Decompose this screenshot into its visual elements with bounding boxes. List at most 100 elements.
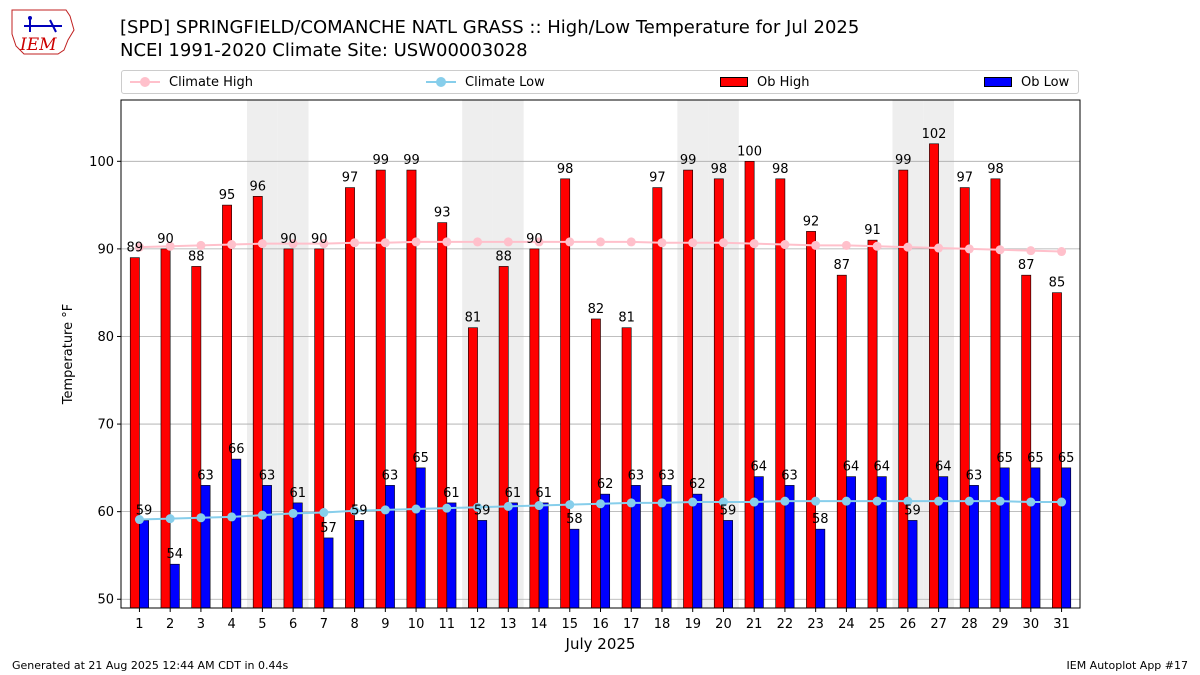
ob-high-bar	[283, 248, 294, 609]
climate-high-point	[503, 237, 513, 247]
legend-label-ob-low: Ob Low	[1021, 74, 1070, 90]
ob-low-bar	[354, 520, 365, 609]
ob-low-bar	[446, 502, 457, 609]
y-tick-label: 100	[89, 155, 114, 170]
ob-low-data-label: 65	[1027, 451, 1044, 466]
x-tick-label: 4	[228, 617, 236, 632]
climate-low-point	[995, 496, 1005, 506]
ob-high-data-label: 87	[1018, 258, 1035, 273]
y-tick-label: 90	[97, 242, 114, 257]
chart-title: [SPD] SPRINGFIELD/COMANCHE NATL GRASS ::…	[120, 17, 860, 38]
climate-high-point	[473, 237, 483, 247]
climate-low-point	[134, 515, 144, 525]
climate-high-point	[165, 241, 175, 251]
ob-low-data-label: 63	[259, 468, 276, 483]
ob-low-data-label: 63	[781, 468, 798, 483]
ob-high-bar	[836, 274, 847, 609]
climate-low-point	[350, 506, 360, 516]
climate-low-point	[657, 498, 667, 508]
y-tick-label: 60	[97, 505, 114, 520]
legend-swatch-ob-low	[984, 77, 1012, 87]
ob-high-bar	[898, 169, 909, 609]
climate-low-point	[626, 498, 636, 508]
ob-low-bar	[876, 476, 887, 609]
ob-high-bar	[252, 196, 263, 609]
x-tick-label: 17	[623, 617, 640, 632]
climate-low-point	[841, 496, 851, 506]
x-tick-label: 5	[258, 617, 266, 632]
ob-high-data-label: 93	[434, 206, 451, 221]
ob-high-data-label: 90	[311, 232, 328, 247]
svg-text:IEM: IEM	[19, 35, 57, 55]
ob-high-data-label: 99	[680, 153, 697, 168]
ob-low-bar	[600, 493, 611, 609]
climate-high-point	[964, 244, 974, 254]
climate-low-point	[596, 499, 605, 509]
ob-low-bar	[815, 528, 826, 609]
climate-low-point	[442, 503, 452, 513]
ob-high-bar	[529, 248, 540, 609]
ob-high-data-label: 96	[250, 179, 267, 194]
ob-high-data-label: 99	[372, 153, 389, 168]
y-tick-label: 70	[97, 418, 114, 433]
ob-high-bar	[314, 248, 325, 609]
ob-high-data-label: 97	[649, 171, 666, 186]
x-tick-label: 21	[746, 617, 763, 632]
ob-low-data-label: 65	[1058, 451, 1075, 466]
generated-timestamp: Generated at 21 Aug 2025 12:44 AM CDT in…	[12, 659, 289, 672]
climate-high-point	[227, 240, 237, 250]
climate-high-point	[380, 238, 390, 248]
ob-low-bar	[169, 563, 180, 609]
climate-low-point	[380, 505, 390, 515]
ob-high-data-label: 91	[864, 223, 881, 238]
climate-high-point	[688, 238, 698, 248]
ob-low-bar	[139, 520, 149, 609]
x-tick-label: 29	[992, 617, 1009, 632]
x-tick-label: 3	[197, 617, 205, 632]
ob-low-bar	[262, 485, 272, 609]
ob-low-bar	[1061, 467, 1072, 609]
ob-high-data-label: 90	[526, 232, 543, 247]
ob-high-data-label: 82	[588, 302, 605, 317]
ob-low-data-label: 61	[289, 486, 306, 501]
x-tick-label: 28	[961, 617, 978, 632]
climate-low-point	[964, 496, 974, 506]
ob-high-data-label: 92	[803, 214, 820, 229]
x-axis-label: July 2025	[565, 635, 636, 653]
x-tick-label: 22	[777, 617, 794, 632]
legend-label-climate-high: Climate High	[169, 74, 254, 90]
ob-high-data-label: 88	[495, 249, 512, 264]
ob-high-bar	[375, 169, 386, 609]
ob-high-data-label: 98	[557, 162, 574, 177]
ob-low-data-label: 63	[658, 468, 675, 483]
ob-low-data-label: 64	[873, 460, 890, 475]
x-tick-label: 10	[408, 617, 425, 632]
climate-high-point	[626, 237, 636, 247]
climate-low-point	[411, 504, 421, 514]
x-tick-label: 26	[900, 617, 917, 632]
ob-high-bar	[406, 169, 417, 609]
climate-high-point	[411, 237, 421, 247]
ob-high-bar	[652, 187, 663, 609]
climate-low-point	[227, 512, 237, 522]
ob-low-bar	[231, 458, 242, 609]
ob-low-bar	[477, 520, 488, 609]
ob-low-bar	[846, 476, 856, 609]
climate-low-point	[473, 502, 483, 512]
climate-low-point	[780, 496, 790, 506]
climate-high-point	[196, 240, 206, 250]
ob-low-data-label: 65	[996, 451, 1013, 466]
ob-high-bar	[590, 318, 601, 609]
ob-low-data-label: 64	[843, 460, 860, 475]
ob-low-data-label: 58	[566, 512, 583, 527]
x-tick-label: 13	[500, 617, 517, 632]
ob-high-data-label: 81	[618, 311, 635, 326]
climate-low-point	[534, 501, 544, 511]
plot-frame	[120, 99, 1081, 609]
ob-low-bar	[569, 528, 580, 609]
ob-low-bar	[385, 485, 395, 609]
ob-high-data-label: 98	[987, 162, 1004, 177]
ob-high-data-label: 87	[834, 258, 851, 273]
ob-high-bar	[437, 222, 448, 609]
